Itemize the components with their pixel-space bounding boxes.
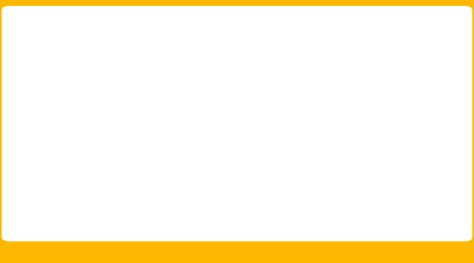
Text: $R_t$: $R_t$	[372, 88, 386, 103]
Text: $V_x$: $V_x$	[326, 75, 344, 91]
FancyBboxPatch shape	[84, 210, 390, 236]
Text: $V_{in}$: $V_{in}$	[166, 98, 182, 112]
Text: $R_x$: $R_x$	[371, 63, 387, 79]
Text: Voltage Divider Rule: Voltage Divider Rule	[49, 28, 306, 48]
Text: $R_x$: $R_x$	[264, 98, 277, 112]
Text: $\bullet$: $\bullet$	[398, 77, 406, 89]
Text: $R_t = R_1 + R_x$: $R_t = R_1 + R_x$	[372, 140, 438, 154]
FancyBboxPatch shape	[356, 134, 454, 160]
Text: $R_t$ = Sum of all resistances: $R_t$ = Sum of all resistances	[321, 116, 445, 129]
Text: $R_1$: $R_1$	[233, 23, 246, 37]
Text: www.electricalandelectronicsengineering.com: www.electricalandelectronicsengineering.…	[128, 218, 346, 227]
Text: $=$: $=$	[347, 76, 362, 90]
Text: Here: Here	[321, 143, 351, 153]
Text: $V_{in}$: $V_{in}$	[410, 75, 429, 91]
Text: The voltage dropped across
a series resistor is directly
proportional to its
mag: The voltage dropped across a series resi…	[17, 43, 151, 158]
Text: $V_x$: $V_x$	[295, 98, 308, 112]
